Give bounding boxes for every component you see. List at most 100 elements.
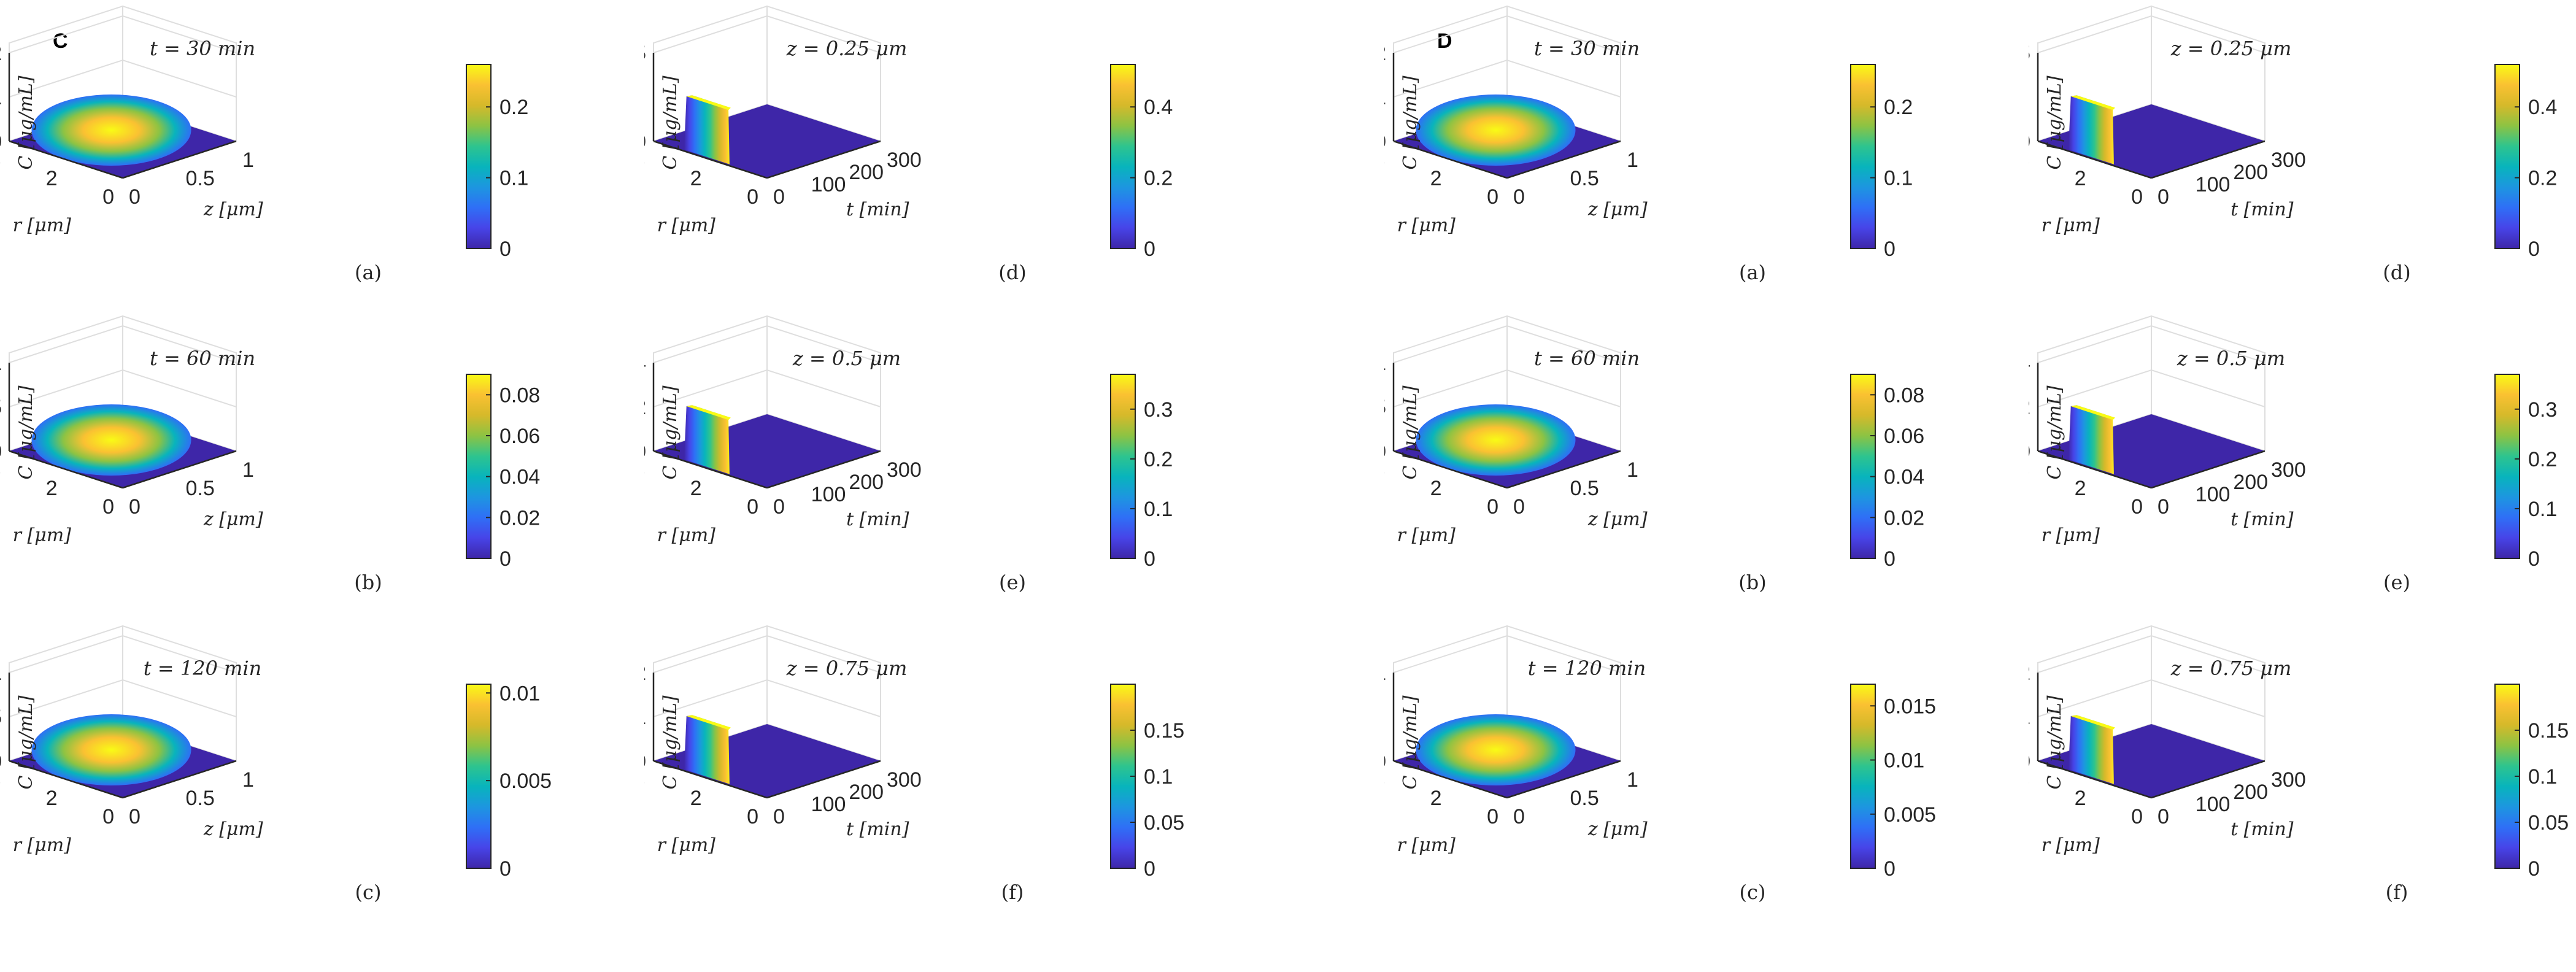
y-tick-label: 300 bbox=[2271, 148, 2306, 172]
z-tick-label: 0.1 bbox=[1384, 352, 1386, 375]
y-axis-label: z [μm] bbox=[203, 509, 263, 530]
colorbar-tick-label: 0 bbox=[2528, 237, 2540, 261]
y-axis-label: t [min] bbox=[2231, 819, 2294, 840]
r-tick-label: 2 bbox=[690, 477, 702, 500]
r-tick-label: 2 bbox=[2075, 167, 2086, 190]
colorbar-tick-label: 0.04 bbox=[1884, 466, 1924, 489]
r-axis-label: r [μm] bbox=[2042, 525, 2100, 546]
y-tick-label: 100 bbox=[811, 173, 846, 196]
y-tick-label: 300 bbox=[887, 768, 922, 792]
subplot-label: (d) bbox=[2383, 261, 2410, 284]
y-tick-label: 100 bbox=[811, 483, 846, 506]
colorbar-tick-label: 0 bbox=[2528, 547, 2540, 571]
colorbar-tick-label: 0.2 bbox=[2528, 167, 2557, 190]
surface-ridge-top bbox=[686, 95, 731, 110]
y-tick-label: 200 bbox=[2233, 471, 2268, 494]
colorbar-tick-label: 0.4 bbox=[2528, 96, 2557, 119]
z-tick-label: 0.1 bbox=[2029, 706, 2030, 729]
z-tick-label: 0.1 bbox=[0, 352, 2, 375]
axes bbox=[8, 53, 237, 179]
y-axis-label: z [μm] bbox=[1587, 819, 1648, 840]
r-tick-label: 2 bbox=[46, 167, 58, 190]
colorbar-tick-label: 0 bbox=[1884, 547, 1895, 571]
surface-hump bbox=[31, 404, 191, 476]
y-axis-label: z [μm] bbox=[1587, 199, 1648, 220]
z-tick-label: 0.01 bbox=[0, 662, 2, 685]
r-tick-label: 2 bbox=[690, 787, 702, 810]
chart-title: t = 30 min bbox=[150, 37, 255, 60]
y-tick-label: 0 bbox=[2158, 805, 2169, 828]
y-tick-label: 300 bbox=[2271, 458, 2306, 482]
r-tick-label: 4 bbox=[644, 148, 645, 172]
colorbar bbox=[466, 374, 492, 559]
chart-svg: 0 0.1 0.2 0 2 4 0 0.5 1 C [μg/mL] r [μm] z [μm] t = … bbox=[1357, 5, 1913, 284]
z-axis-label: C [μg/mL] bbox=[1400, 75, 1421, 169]
colorbar bbox=[1850, 374, 1876, 559]
colorbar bbox=[1850, 64, 1876, 249]
colorbar-tick-label: 0.1 bbox=[499, 167, 528, 190]
r-tick-label: 2 bbox=[46, 787, 58, 810]
z-axis-label: C [μg/mL] bbox=[2044, 385, 2065, 479]
axes bbox=[2037, 673, 2266, 799]
surface-hump bbox=[1416, 404, 1576, 476]
chart-title: t = 120 min bbox=[144, 657, 261, 680]
colorbar-tick-label: 0 bbox=[499, 857, 511, 881]
y-axis-label: z [μm] bbox=[203, 819, 263, 840]
r-axis-label: r [μm] bbox=[1397, 215, 1456, 236]
r-tick-label: 0 bbox=[102, 805, 114, 828]
subplot-d-e: 00.20.40240100200300C [μg/mL]r [μm]t [mi… bbox=[2002, 310, 2576, 617]
y-tick-label: 0 bbox=[129, 495, 141, 519]
colorbar-tick-label: 0.2 bbox=[1144, 167, 1173, 190]
chart-svg: 00.50240100200300C [μg/mL]r [μm]t [min]z… bbox=[617, 5, 1173, 284]
z-axis-label: C [μg/mL] bbox=[15, 75, 37, 169]
surface-ridge-top bbox=[2070, 405, 2115, 420]
z-tick-label: 0.2 bbox=[2029, 396, 2030, 419]
z-axis-label: C [μg/mL] bbox=[15, 695, 37, 789]
subplot-label: (a) bbox=[1739, 261, 1766, 284]
colorbar bbox=[1110, 374, 1136, 559]
colorbar-tick-label: 0 bbox=[1144, 547, 1155, 571]
y-tick-label: 300 bbox=[887, 148, 922, 172]
r-axis-label: r [μm] bbox=[13, 525, 72, 546]
y-axis-label: z [μm] bbox=[203, 199, 263, 220]
surface-ridge bbox=[2068, 95, 2115, 164]
z-tick-label: 0 bbox=[0, 440, 2, 463]
r-tick-label: 0 bbox=[1487, 185, 1498, 209]
y-tick-label: 0 bbox=[773, 185, 785, 209]
subplot-label: (e) bbox=[2383, 571, 2410, 594]
r-tick-label: 0 bbox=[102, 495, 114, 519]
y-tick-label: 100 bbox=[2196, 483, 2231, 506]
chart-svg: 0 0.01 0 2 4 0 0.5 1 C [μg/mL] r [μm] z [μm] t = 12… bbox=[1346, 625, 1936, 904]
r-axis-label: r [μm] bbox=[657, 525, 716, 546]
z-axis-label: C [μg/mL] bbox=[660, 75, 681, 169]
subplot-label: (c) bbox=[1740, 881, 1766, 904]
colorbar-tick-label: 0.3 bbox=[2528, 398, 2557, 422]
chart-svg: 00.50240100200300C [μg/mL]r [μm]t [min]z… bbox=[2002, 5, 2557, 284]
y-tick-label: 0.5 bbox=[186, 477, 215, 500]
y-axis-label: t [min] bbox=[846, 509, 909, 530]
colorbar bbox=[1850, 684, 1876, 869]
y-tick-label: 300 bbox=[887, 458, 922, 482]
subplot-d-a: 0 0.1 0.2 0 2 4 0 0.5 1 C [μg/mL] r [μm] z [μm] t = … bbox=[1357, 0, 1937, 307]
y-tick-label: 0 bbox=[2158, 495, 2169, 519]
y-tick-label: 0 bbox=[129, 185, 141, 209]
chart-title: z = 0.5 μm bbox=[792, 347, 901, 370]
r-tick-label: 2 bbox=[690, 167, 702, 190]
chart-title: t = 30 min bbox=[1534, 37, 1640, 60]
z-axis-label: C [μg/mL] bbox=[660, 695, 681, 789]
colorbar-tick-label: 0.06 bbox=[499, 425, 540, 448]
colorbar bbox=[466, 64, 492, 249]
colorbar-tick-label: 0 bbox=[499, 237, 511, 261]
r-axis-label: r [μm] bbox=[1397, 525, 1456, 546]
axes bbox=[652, 673, 881, 799]
z-tick-label: 0.2 bbox=[644, 662, 646, 685]
r-axis-label: r [μm] bbox=[1397, 835, 1456, 856]
subplot-label: (f) bbox=[2386, 881, 2408, 904]
subplot-label: (f) bbox=[1001, 881, 1024, 904]
colorbar-tick-label: 0.1 bbox=[2528, 498, 2557, 521]
y-tick-label: 1 bbox=[242, 148, 254, 172]
surface-ridge bbox=[684, 715, 731, 784]
subplot-label: (e) bbox=[999, 571, 1026, 594]
